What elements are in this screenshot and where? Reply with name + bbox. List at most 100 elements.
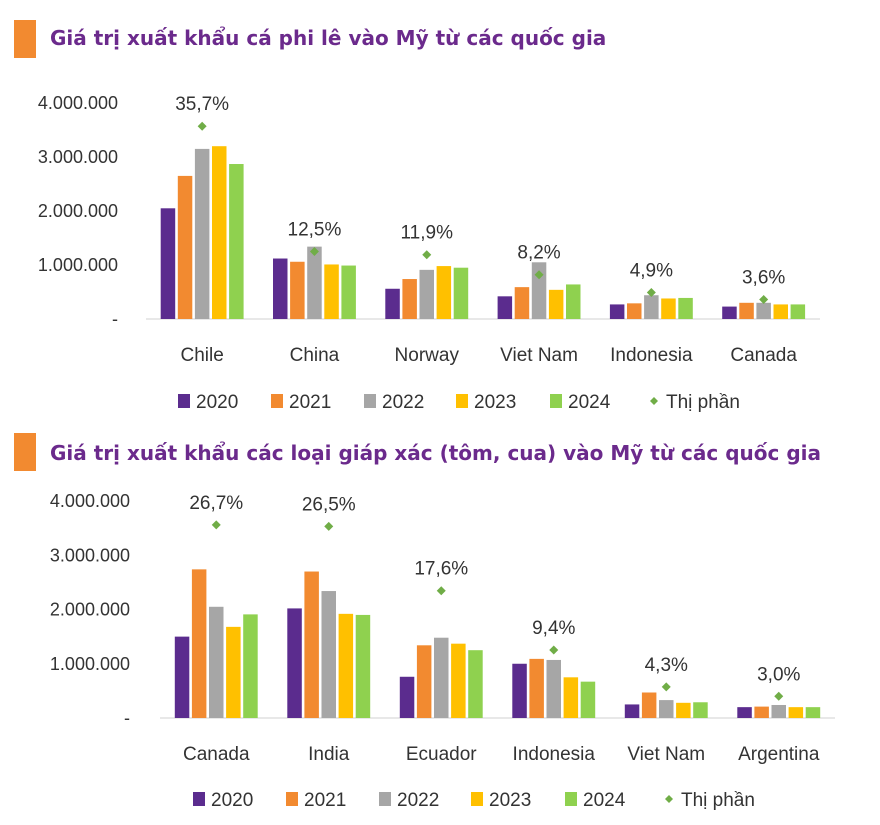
bar-2020 xyxy=(399,676,415,718)
y-tick-label: 4.000.000 xyxy=(38,93,118,113)
bar-2024 xyxy=(229,164,244,319)
bar-2023 xyxy=(548,289,564,319)
x-tick-label: Chile xyxy=(180,345,223,366)
bar-2024 xyxy=(790,304,806,319)
bar-2022 xyxy=(419,269,434,319)
bar-2020 xyxy=(160,208,176,319)
bar-2023 xyxy=(676,702,691,718)
bar-2023 xyxy=(338,613,354,718)
share-marker xyxy=(324,521,334,531)
legend-label: 2020 xyxy=(211,790,253,811)
legend-swatch-2023 xyxy=(471,792,483,806)
share-marker xyxy=(211,520,221,530)
legend-swatch-2024 xyxy=(565,792,577,806)
legend-label: Thị phần xyxy=(666,392,740,413)
legend-label: 2021 xyxy=(304,790,346,811)
bar-2023 xyxy=(324,264,339,319)
bar-2023 xyxy=(788,707,804,718)
bar-2020 xyxy=(737,707,752,718)
bar-2021 xyxy=(416,645,432,718)
bar-2022 xyxy=(531,262,547,319)
bar-2022 xyxy=(644,295,659,319)
bar-2022 xyxy=(546,659,561,718)
legend-swatch-2022 xyxy=(379,792,391,806)
legend-label: 2022 xyxy=(382,392,424,413)
legend-swatch-share xyxy=(665,795,673,803)
legend-label: 2022 xyxy=(397,790,439,811)
share-marker xyxy=(534,270,544,280)
y-tick-label: 3.000.000 xyxy=(50,545,130,565)
y-tick-label: 4.000.000 xyxy=(50,491,130,511)
share-data-label: 17,6% xyxy=(414,559,468,580)
share-marker xyxy=(661,682,671,692)
bar-2021 xyxy=(304,571,319,718)
legend-label: Thị phần xyxy=(681,790,755,811)
bar-2024 xyxy=(468,650,483,718)
bar-2022 xyxy=(756,302,771,319)
x-tick-label: Argentina xyxy=(738,744,820,765)
x-tick-label: Indonesia xyxy=(610,345,693,366)
legend-label: 2021 xyxy=(289,392,331,413)
bar-2022 xyxy=(307,246,322,319)
y-tick-label: 2.000.000 xyxy=(50,600,130,620)
bar-2022 xyxy=(434,637,449,718)
share-data-label: 3,0% xyxy=(757,664,800,685)
bar-2021 xyxy=(514,287,530,319)
bar-2020 xyxy=(512,663,527,718)
x-tick-label: Ecuador xyxy=(406,744,477,765)
bar-2023 xyxy=(451,643,466,718)
x-tick-label: Viet Nam xyxy=(627,744,705,765)
bar-2022 xyxy=(659,700,674,718)
chart-title: Giá trị xuất khẩu các loại giáp xác (tôm… xyxy=(50,441,821,465)
bar-2021 xyxy=(177,175,193,319)
bar-2024 xyxy=(243,614,258,718)
share-data-label: 3,6% xyxy=(742,268,785,289)
bar-2021 xyxy=(290,261,305,319)
title-accent-bar xyxy=(14,433,36,471)
legend-swatch-2022 xyxy=(364,394,376,408)
legend-label: 2020 xyxy=(196,392,238,413)
x-tick-label: Canada xyxy=(183,744,250,765)
bar-2021 xyxy=(641,692,657,718)
bar-2024 xyxy=(580,681,596,718)
x-tick-label: Viet Nam xyxy=(500,345,578,366)
share-data-label: 35,7% xyxy=(175,94,229,115)
bar-2020 xyxy=(609,304,625,319)
title-accent-bar xyxy=(14,20,36,58)
share-data-label: 26,5% xyxy=(302,494,356,515)
bar-2023 xyxy=(563,677,579,718)
bar-2022 xyxy=(194,148,210,319)
legend-swatch-2020 xyxy=(178,394,190,408)
bar-2024 xyxy=(805,707,821,718)
share-marker xyxy=(436,586,446,596)
bar-2022 xyxy=(321,591,336,718)
bar-2023 xyxy=(212,146,227,319)
y-tick-label: - xyxy=(112,309,118,329)
bar-2021 xyxy=(529,658,544,718)
bar-2020 xyxy=(624,704,640,718)
share-marker xyxy=(646,288,656,298)
share-data-label: 8,2% xyxy=(517,243,560,264)
share-data-label: 11,9% xyxy=(401,223,454,244)
share-data-label: 12,5% xyxy=(288,220,342,241)
bar-2020 xyxy=(174,636,190,718)
bar-2022 xyxy=(771,704,786,718)
chart-title: Giá trị xuất khẩu cá phi lê vào Mỹ từ cá… xyxy=(50,26,607,50)
x-tick-label: Indonesia xyxy=(513,744,596,765)
legend-label: 2024 xyxy=(568,392,611,413)
bar-2024 xyxy=(566,284,581,319)
share-marker xyxy=(422,250,432,260)
x-tick-label: China xyxy=(290,345,340,366)
bar-2024 xyxy=(693,702,708,718)
bar-2020 xyxy=(497,296,513,319)
share-data-label: 9,4% xyxy=(532,618,575,639)
legend-label: 2024 xyxy=(583,790,626,811)
bar-2023 xyxy=(773,304,788,319)
bar-2021 xyxy=(627,303,642,319)
legend-label: 2023 xyxy=(474,392,516,413)
legend-swatch-2021 xyxy=(271,394,283,408)
bar-2021 xyxy=(191,569,207,718)
bar-2024 xyxy=(355,614,371,718)
